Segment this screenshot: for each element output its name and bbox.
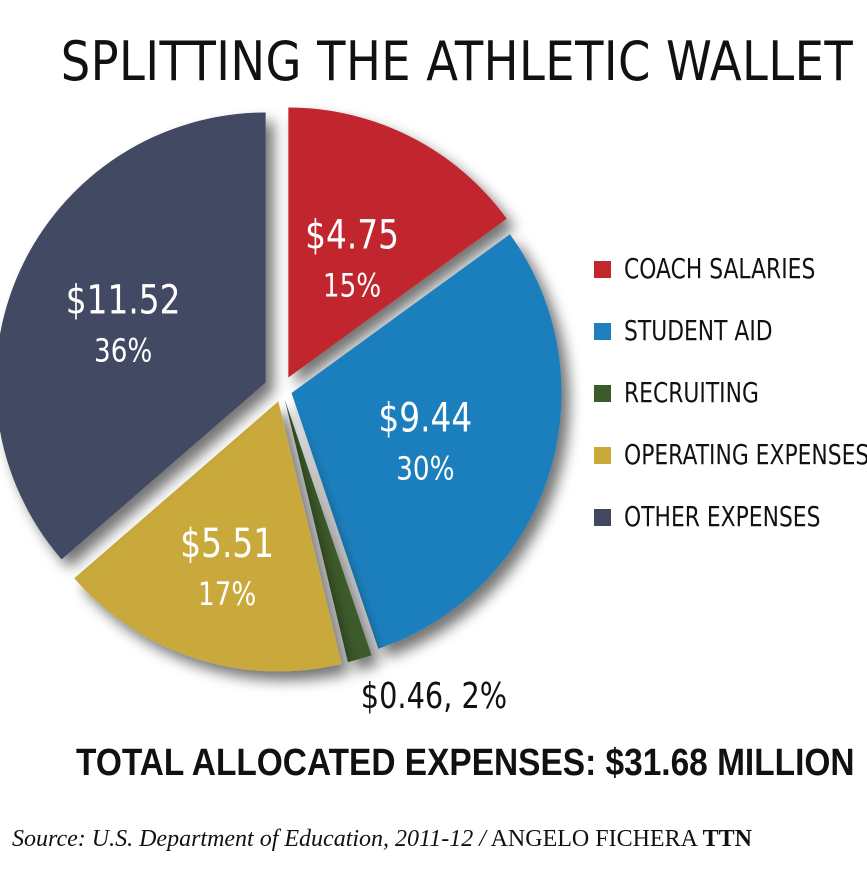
pie-slices bbox=[0, 107, 562, 672]
legend-label: OTHER EXPENSES bbox=[624, 500, 821, 533]
author-name: ANGELO FICHERA bbox=[485, 826, 703, 852]
pie-slice-recruiting bbox=[284, 399, 372, 663]
slice-percent-label: 15% bbox=[323, 267, 381, 304]
pie-labels: $4.75 15% $9.44 30% $0.46, 2% $5.51 17% $11.52 3… bbox=[66, 211, 507, 717]
total-expenses: TOTAL ALLOCATED EXPENSES: $31.68 MILLION bbox=[76, 742, 855, 784]
slice-percent-label: 17% bbox=[198, 575, 256, 612]
slice-value-label: $11.52 bbox=[66, 276, 181, 323]
legend-label: STUDENT AID bbox=[624, 314, 773, 347]
legend-label: OPERATING EXPENSES bbox=[624, 438, 867, 471]
legend-swatch bbox=[594, 509, 611, 526]
legend-swatch bbox=[594, 261, 611, 278]
pie-slice-coach-salaries bbox=[288, 107, 507, 378]
legend-swatch bbox=[594, 385, 611, 402]
slice-value-label: $4.75 bbox=[305, 211, 399, 258]
slice-value-label: $9.44 bbox=[378, 394, 472, 441]
chart-title: SPLITTING THE ATHLETIC WALLET bbox=[60, 30, 854, 93]
pie-slice-other-expenses bbox=[0, 112, 266, 560]
slice-percent-label: 30% bbox=[396, 450, 454, 487]
pie-slice-operating-expenses bbox=[74, 401, 342, 672]
source-credit: Source: U.S. Department of Education, 20… bbox=[12, 826, 752, 853]
slice-external-label: $0.46, 2% bbox=[361, 675, 507, 717]
pie-slice-student-aid bbox=[291, 234, 562, 649]
legend-swatch bbox=[594, 323, 611, 340]
legend-label: RECRUITING bbox=[624, 376, 759, 409]
slice-value-label: $5.51 bbox=[180, 520, 274, 567]
source-text: Source: U.S. Department of Education, 20… bbox=[12, 826, 486, 852]
outlet-name: TTN bbox=[702, 826, 752, 852]
legend-label: COACH SALARIES bbox=[624, 252, 816, 285]
slice-percent-label: 36% bbox=[94, 332, 152, 369]
legend-swatch bbox=[594, 447, 611, 464]
